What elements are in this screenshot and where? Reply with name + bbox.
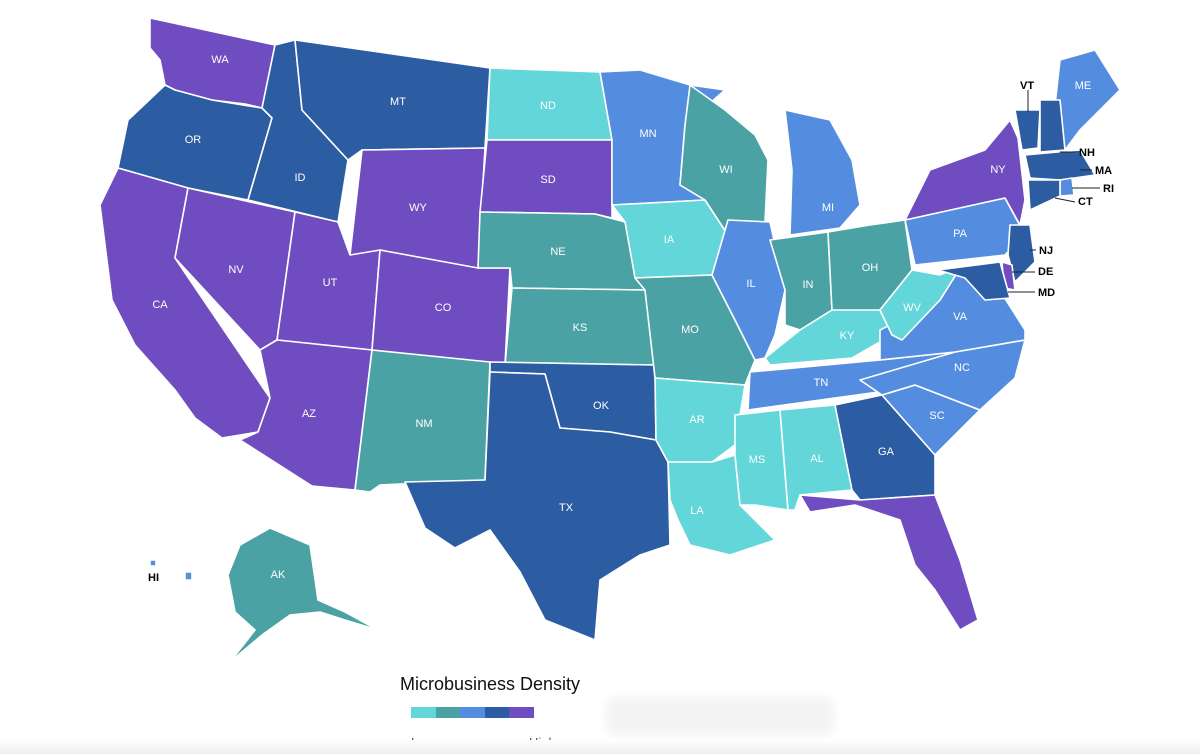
state-label-sd: SD (540, 174, 555, 186)
state-ky[interactable] (764, 309, 893, 366)
state-labels: WA OR CA ID NV MT WY UT AZ CO NM ND SD NE KS OK TX MN IA MO… (148, 54, 1114, 584)
legend-swatch-3 (460, 707, 485, 718)
state-hi[interactable] (149, 559, 193, 581)
state-label-mt: MT (390, 96, 406, 108)
state-label-nj: NJ (1039, 245, 1053, 257)
state-label-tx: TX (559, 502, 574, 514)
state-label-oh: OH (862, 262, 879, 274)
state-label-ia: IA (664, 234, 675, 246)
state-label-ma: MA (1095, 165, 1112, 177)
state-tx[interactable] (404, 371, 671, 641)
state-co[interactable] (371, 249, 511, 366)
state-label-ne: NE (550, 246, 565, 258)
state-label-id: ID (295, 172, 306, 184)
state-label-mo: MO (681, 324, 699, 336)
legend-swatch-4 (484, 707, 509, 718)
blurred-overlay (605, 696, 835, 736)
state-label-wy: WY (409, 202, 427, 214)
state-label-tn: TN (814, 377, 829, 389)
state-md[interactable] (937, 261, 1011, 301)
state-label-ut: UT (323, 277, 338, 289)
state-label-va: VA (953, 311, 968, 323)
state-label-nc: NC (954, 362, 970, 374)
map-canvas: WA OR CA ID NV MT WY UT AZ CO NM ND SD NE KS OK TX MN IA MO… (99, 17, 1121, 660)
state-label-ca: CA (152, 299, 168, 311)
us-choropleth-map: WA OR CA ID NV MT WY UT AZ CO NM ND SD NE KS OK TX MN IA MO… (99, 17, 1121, 660)
state-ak[interactable] (227, 527, 379, 660)
state-label-la: LA (690, 505, 704, 517)
bottom-fade (0, 740, 1200, 754)
state-label-ga: GA (878, 446, 895, 458)
state-label-ct: CT (1078, 196, 1093, 208)
state-label-mn: MN (639, 128, 656, 140)
state-label-nd: ND (540, 100, 556, 112)
state-label-ar: AR (689, 414, 704, 426)
state-label-fl: FL (957, 542, 970, 554)
states-layer (99, 17, 1121, 660)
state-label-nm: NM (415, 418, 432, 430)
legend-swatch-5 (509, 707, 534, 718)
state-label-ak: AK (271, 569, 286, 581)
state-label-hi: HI (148, 572, 159, 584)
state-label-wv: WV (903, 302, 921, 314)
state-wv[interactable] (879, 264, 963, 341)
state-label-in: IN (803, 279, 814, 291)
state-label-sc: SC (929, 410, 944, 422)
legend: Microbusiness Density Low High (0, 660, 1200, 754)
state-label-mi: MI (822, 202, 834, 214)
state-label-or: OR (185, 134, 202, 146)
state-label-il: IL (746, 278, 755, 290)
state-label-co: CO (435, 302, 452, 314)
state-label-wa: WA (211, 54, 229, 66)
state-la[interactable] (667, 454, 776, 556)
state-ri[interactable] (1059, 177, 1075, 197)
state-nh[interactable] (1039, 99, 1066, 153)
state-label-al: AL (810, 453, 823, 465)
leader-line-ct (1054, 197, 1076, 203)
state-label-ok: OK (593, 400, 610, 412)
state-label-md: MD (1038, 287, 1055, 299)
state-label-nh: NH (1079, 147, 1095, 159)
state-label-vt: VT (1020, 80, 1034, 92)
state-label-pa: PA (953, 228, 968, 240)
leader-lines (1008, 90, 1100, 293)
state-ny[interactable] (904, 119, 1026, 226)
legend-swatch-1 (411, 707, 436, 718)
legend-title: Microbusiness Density (399, 674, 581, 694)
state-label-de: DE (1038, 266, 1053, 278)
state-label-ky: KY (840, 330, 855, 342)
state-label-nv: NV (228, 264, 244, 276)
state-fl[interactable] (799, 494, 979, 631)
state-vt[interactable] (1014, 109, 1041, 151)
state-label-ri: RI (1103, 183, 1114, 195)
state-label-wi: WI (719, 164, 732, 176)
state-me[interactable] (1054, 49, 1121, 151)
state-label-az: AZ (302, 408, 316, 420)
state-label-ms: MS (749, 454, 766, 466)
state-label-ks: KS (573, 322, 588, 334)
state-label-me: ME (1075, 80, 1092, 92)
state-mi[interactable] (784, 109, 861, 236)
state-ma[interactable] (1024, 149, 1096, 181)
state-label-ny: NY (990, 164, 1006, 176)
legend-color-scale (411, 707, 534, 718)
legend-swatch-2 (435, 707, 460, 718)
state-ct[interactable] (1027, 179, 1061, 211)
